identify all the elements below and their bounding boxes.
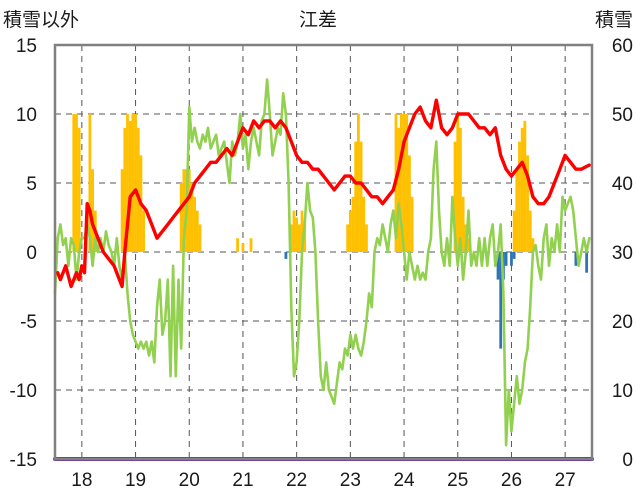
left-tick-label: 0 (26, 243, 37, 264)
chart-title: 江差 (299, 9, 337, 31)
x-tick-label: 21 (232, 470, 253, 491)
snow-bar (523, 120, 527, 253)
snow-bar (365, 224, 368, 252)
snow-bar (75, 114, 78, 252)
snow-bar (289, 224, 293, 252)
left-tick-label: 10 (16, 105, 37, 126)
snow-bar (467, 238, 470, 252)
right-tick-label: 30 (612, 243, 633, 264)
snow-bar (295, 217, 299, 252)
x-tick-label: 23 (340, 470, 361, 491)
right-axis-ticks: 0 10 20 30 40 50 60 (612, 36, 633, 471)
x-tick-label: 24 (393, 470, 415, 491)
snow-bar (408, 155, 411, 252)
snow-bar (512, 210, 516, 252)
x-tick-label: 20 (179, 470, 200, 491)
snow-bar (528, 210, 532, 252)
snow-bar (123, 127, 127, 252)
snow-bar (297, 224, 301, 252)
left-tick-label: -5 (20, 312, 37, 333)
right-tick-label: 0 (622, 450, 633, 471)
snow-bar (531, 238, 535, 252)
snow-bar (410, 196, 414, 252)
x-tick-label: 26 (501, 470, 522, 491)
snow-bar (142, 210, 146, 252)
x-axis-ticks: 18 19 20 21 22 23 24 25 26 27 (71, 470, 575, 491)
negative-bar (499, 252, 503, 349)
snow-bar (520, 127, 524, 252)
snow-bar (351, 196, 355, 252)
snow-bar (236, 238, 239, 252)
snow-bar (515, 169, 519, 252)
right-tick-label: 10 (612, 381, 633, 402)
snow-bar (397, 127, 401, 252)
snow-bar (461, 196, 465, 252)
snow-bar (346, 224, 350, 252)
snow-bar (303, 224, 307, 252)
snow-bar (195, 210, 199, 252)
snow-bar (249, 238, 253, 252)
snow-bar (88, 114, 92, 252)
snow-bar (241, 243, 245, 252)
red-line-series (56, 98, 591, 289)
snow-bar (91, 169, 94, 252)
snow-bar (190, 183, 194, 252)
x-tick-label: 27 (555, 470, 576, 491)
right-tick-label: 50 (612, 105, 633, 126)
snow-bar (72, 114, 76, 252)
negative-bar (510, 252, 513, 266)
snow-bar (453, 141, 457, 252)
snow-bar (456, 114, 460, 252)
right-tick-label: 40 (612, 174, 633, 195)
snow-bar (359, 141, 363, 252)
snow-bar (187, 169, 191, 252)
snow-bar (179, 183, 183, 252)
snow-bar (120, 169, 124, 252)
x-tick-label: 25 (447, 470, 468, 491)
snow-bar (399, 114, 403, 252)
snow-bar (459, 127, 462, 252)
left-axis-label: 積雪以外 (3, 9, 79, 31)
snow-bar (292, 210, 296, 252)
snow-bar (131, 114, 135, 252)
snow-bar (518, 141, 521, 252)
snow-bar (348, 210, 352, 252)
snow-bar (526, 155, 529, 252)
snow-bar (128, 120, 132, 253)
snow-bar (402, 114, 406, 252)
snow-bar (354, 141, 358, 252)
negative-bar (496, 252, 500, 280)
x-tick-label: 19 (125, 470, 146, 491)
negative-bar (284, 252, 288, 259)
negative-bar (574, 252, 578, 266)
snow-bar (136, 127, 140, 252)
left-tick-label: -10 (10, 381, 37, 402)
snow-bar (300, 210, 304, 252)
left-tick-label: 5 (26, 174, 37, 195)
snow-bar (182, 169, 186, 252)
x-tick-label: 22 (286, 470, 307, 491)
left-axis-ticks: -15 -10 -5 0 5 10 15 (10, 36, 37, 471)
negative-bar (585, 252, 589, 273)
right-tick-label: 20 (612, 312, 633, 333)
snow-bar (134, 114, 137, 252)
negative-bar (512, 252, 516, 259)
snow-bar (405, 114, 409, 252)
snow-bar (362, 196, 366, 252)
left-tick-label: 15 (16, 36, 37, 57)
green-line-series (53, 78, 591, 447)
right-axis-label: 積雪 (595, 9, 633, 31)
right-tick-label: 60 (612, 36, 633, 57)
snow-bar (77, 127, 81, 252)
snow-bar (198, 224, 202, 252)
snow-bar (193, 196, 197, 252)
x-tick-label: 18 (71, 470, 92, 491)
snow-bar (126, 114, 129, 252)
negative-bar (504, 252, 508, 266)
left-tick-label: -15 (10, 450, 37, 471)
plot-frame (53, 43, 594, 461)
